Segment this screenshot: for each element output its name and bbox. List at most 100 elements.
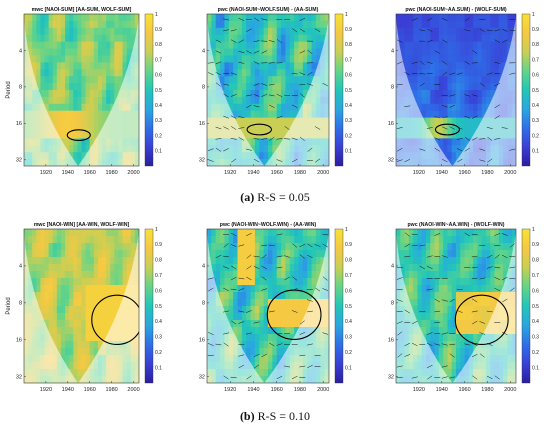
heat-cell xyxy=(481,14,487,22)
heat-cell xyxy=(102,292,107,300)
phase-arrow xyxy=(307,299,313,302)
heat-cell xyxy=(417,292,423,300)
plot-frame xyxy=(206,228,330,384)
heat-cell xyxy=(272,278,278,286)
heat-cell xyxy=(77,131,83,139)
heat-cell xyxy=(122,229,128,237)
heat-cell xyxy=(460,250,466,258)
heat-cell xyxy=(272,62,278,70)
heat-cell xyxy=(430,34,436,43)
heat-cell xyxy=(241,327,247,335)
heat-cell xyxy=(93,334,99,342)
heat-cell xyxy=(69,313,74,321)
heat-cell xyxy=(48,285,54,293)
heat-cell xyxy=(268,278,273,286)
heat-cell xyxy=(456,41,461,50)
heat-cell xyxy=(106,285,111,293)
heat-cell xyxy=(404,257,410,265)
heat-cell xyxy=(122,41,128,50)
heat-cell xyxy=(438,320,444,328)
heat-cell xyxy=(434,264,440,272)
heat-cell xyxy=(503,264,509,272)
colorbar xyxy=(521,13,531,167)
heat-cell xyxy=(438,41,444,50)
x-tick-label: 1920 xyxy=(413,387,425,393)
heat-cell xyxy=(102,27,107,36)
heat-cell xyxy=(40,313,46,321)
heat-cell xyxy=(276,250,282,258)
heat-cell xyxy=(430,48,436,57)
x-tick-label: 1920 xyxy=(413,170,425,176)
heat-cell xyxy=(268,264,273,272)
heat-cell xyxy=(24,20,29,29)
heat-cell xyxy=(118,41,124,50)
heat-cell xyxy=(490,41,496,50)
heat-cell xyxy=(44,69,50,77)
heat-cell xyxy=(413,34,419,43)
heat-cell xyxy=(89,278,95,286)
heat-cell xyxy=(259,348,265,356)
heat-cell xyxy=(481,96,487,105)
colorbar-tick-label: 0.5 xyxy=(345,88,352,94)
heat-cell xyxy=(65,257,70,265)
phase-arrow xyxy=(299,72,306,76)
heat-cell xyxy=(36,243,42,251)
heat-cell xyxy=(438,341,444,349)
heat-cell xyxy=(451,229,457,237)
heat-cell xyxy=(106,229,111,237)
heat-cell xyxy=(464,90,470,98)
y-tick-label: 32 xyxy=(388,158,394,164)
heat-cell xyxy=(52,90,58,98)
heat-cell xyxy=(494,250,500,258)
heat-cell xyxy=(77,299,83,307)
heat-cell xyxy=(48,20,54,29)
heat-cell xyxy=(73,96,78,105)
heat-cell xyxy=(451,20,457,29)
heat-cell xyxy=(250,138,256,146)
heat-cell xyxy=(237,83,243,91)
heat-cell xyxy=(220,14,226,22)
heat-cell xyxy=(268,257,273,265)
heat-cell xyxy=(460,320,466,328)
heat-cell xyxy=(417,27,423,36)
heat-cell xyxy=(464,41,470,50)
heat-cell xyxy=(52,76,58,84)
heat-cell xyxy=(65,348,70,356)
heat-cell xyxy=(40,69,46,77)
heat-cell xyxy=(93,48,99,57)
heat-cell xyxy=(48,110,54,119)
heat-cell xyxy=(224,292,230,300)
heat-cell xyxy=(250,306,256,314)
heat-cell xyxy=(237,27,243,36)
caption-b-text: R-S = 0.10 xyxy=(257,409,311,423)
heat-cell xyxy=(490,285,496,293)
heat-cell xyxy=(311,236,317,244)
heat-cell xyxy=(268,152,273,160)
phase-arrow xyxy=(472,298,478,303)
heat-cell xyxy=(477,69,483,77)
heat-cell xyxy=(81,14,87,22)
phase-arrow xyxy=(215,72,222,76)
phase-arrow xyxy=(434,343,441,346)
heat-cell xyxy=(228,103,234,112)
heat-cell xyxy=(73,348,78,356)
heat-cell xyxy=(77,138,83,146)
heat-cell xyxy=(276,103,282,112)
heat-cell xyxy=(426,14,431,22)
heat-cell xyxy=(417,250,423,258)
heat-cell xyxy=(69,320,74,328)
heat-cell xyxy=(122,48,128,57)
heat-cell xyxy=(413,14,419,22)
phase-arrow xyxy=(314,287,321,292)
heat-cell xyxy=(85,271,91,279)
heat-cell xyxy=(118,264,124,272)
heat-cell xyxy=(434,48,440,57)
heat-cell xyxy=(215,278,221,286)
heat-cell xyxy=(494,229,500,237)
heat-cell xyxy=(263,334,269,342)
heat-cell xyxy=(473,20,479,29)
heat-cell xyxy=(250,76,256,84)
heat-cell xyxy=(220,76,226,84)
heat-cell xyxy=(468,327,474,335)
heat-cell xyxy=(490,69,496,77)
